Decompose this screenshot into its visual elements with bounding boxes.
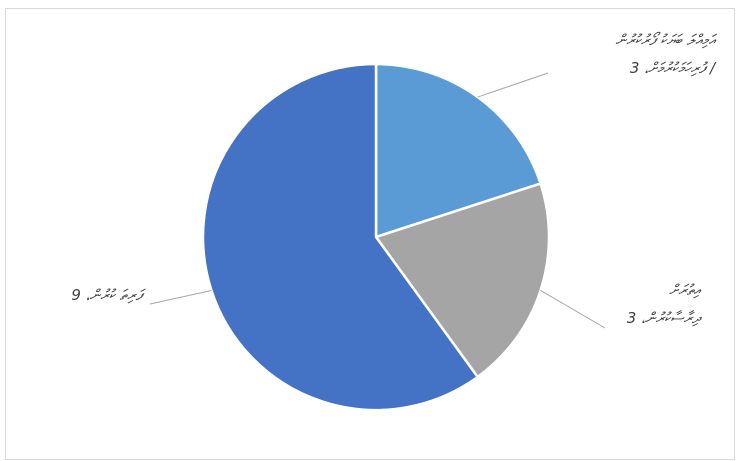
value-label: 9 <box>71 286 81 304</box>
category-label: / ފުރިހަމަކުރުމަށް، <box>644 59 717 77</box>
category-label: އަމިއްލަ ބަޔަކު ފޯރުކުރުން <box>615 31 717 49</box>
data-label: އިތުރަށް <box>669 281 701 299</box>
pie-slice <box>201 62 480 412</box>
leader-line <box>477 72 549 98</box>
leader-line <box>540 290 606 329</box>
category-label: ދިރާސާކުރުން، <box>641 309 703 327</box>
value-label: 3 <box>627 309 637 327</box>
category-label: ފަރިތަ ކުރުން، <box>86 286 146 304</box>
data-label: ދިރާސާކުރުން، 3 <box>627 309 703 327</box>
data-label: ފަރިތަ ކުރުން، 9 <box>71 286 145 304</box>
leader-line <box>149 289 212 305</box>
data-label: / ފުރިހަމަކުރުމަށް، 3 <box>630 59 717 77</box>
category-label: އިތުރަށް <box>669 281 701 299</box>
data-label: އަމިއްލަ ބަޔަކު ފޯރުކުރުން <box>615 31 717 49</box>
value-label: 3 <box>630 59 640 77</box>
